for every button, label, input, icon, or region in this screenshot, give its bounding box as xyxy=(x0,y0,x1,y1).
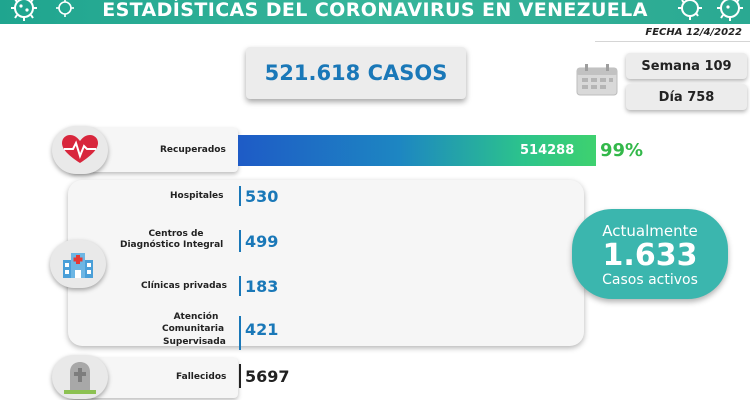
total-cases-box: 521.618 CASOS xyxy=(246,47,466,99)
acs-tick xyxy=(239,316,241,350)
cdi-label-line1: Centros de xyxy=(148,229,204,239)
clinicas-label: Clínicas privadas xyxy=(141,281,227,291)
active-line1: Actualmente xyxy=(602,222,698,240)
fallecidos-icon-circle xyxy=(52,355,108,399)
hospitales-label: Hospitales xyxy=(170,191,224,201)
recuperados-value: 514288 xyxy=(520,143,575,158)
virus-icon xyxy=(11,0,37,21)
fallecidos-value: 5697 xyxy=(245,367,290,386)
cdi-label-line2: Diagnóstico Integral xyxy=(120,240,224,250)
recuperados-icon-circle xyxy=(52,126,108,174)
recuperados-percent: 99% xyxy=(600,140,644,161)
cdi-value: 499 xyxy=(245,232,279,251)
fallecidos-label: Fallecidos xyxy=(176,372,227,382)
hospitales-value: 530 xyxy=(245,187,279,206)
active-value: 1.633 xyxy=(602,238,698,273)
gravestone-icon xyxy=(64,362,96,394)
acs-label-line2: Comunitaria xyxy=(162,324,225,334)
virus-icon xyxy=(678,0,702,20)
day-label: Día 758 xyxy=(658,89,715,105)
week-badge: Semana 109 xyxy=(626,53,747,79)
date-divider xyxy=(595,41,750,42)
virus-icon xyxy=(56,0,74,17)
clinicas-tick xyxy=(239,276,241,296)
day-badge: Día 758 xyxy=(626,84,747,110)
hospitalization-panel xyxy=(68,180,584,346)
active-line2: Casos activos xyxy=(602,272,698,288)
heart-pulse-icon xyxy=(62,135,98,163)
active-cases-box: Actualmente 1.633 Casos activos xyxy=(572,209,728,299)
acs-label-line3: Supervisada xyxy=(163,337,226,347)
header-band xyxy=(0,0,750,24)
clinicas-value: 183 xyxy=(245,277,279,296)
recuperados-bar xyxy=(238,135,596,166)
cdi-tick xyxy=(239,230,241,252)
acs-label-line1: Atención xyxy=(173,312,219,322)
report-date: FECHA 12/4/2022 xyxy=(645,27,742,38)
hospital-icon xyxy=(63,253,93,278)
virus-icon xyxy=(717,0,743,21)
hospital-icon-circle xyxy=(50,240,106,288)
recuperados-label: Recuperados xyxy=(160,145,226,155)
hospitales-tick xyxy=(239,186,241,206)
acs-value: 421 xyxy=(245,320,279,339)
fallecidos-tick xyxy=(239,364,241,388)
week-label: Semana 109 xyxy=(641,58,732,74)
calendar-icon xyxy=(576,64,618,96)
total-cases-label: 521.618 CASOS xyxy=(264,61,448,85)
page-title: ESTADÍSTICAS DEL CORONAVIRUS EN VENEZUEL… xyxy=(102,0,648,21)
